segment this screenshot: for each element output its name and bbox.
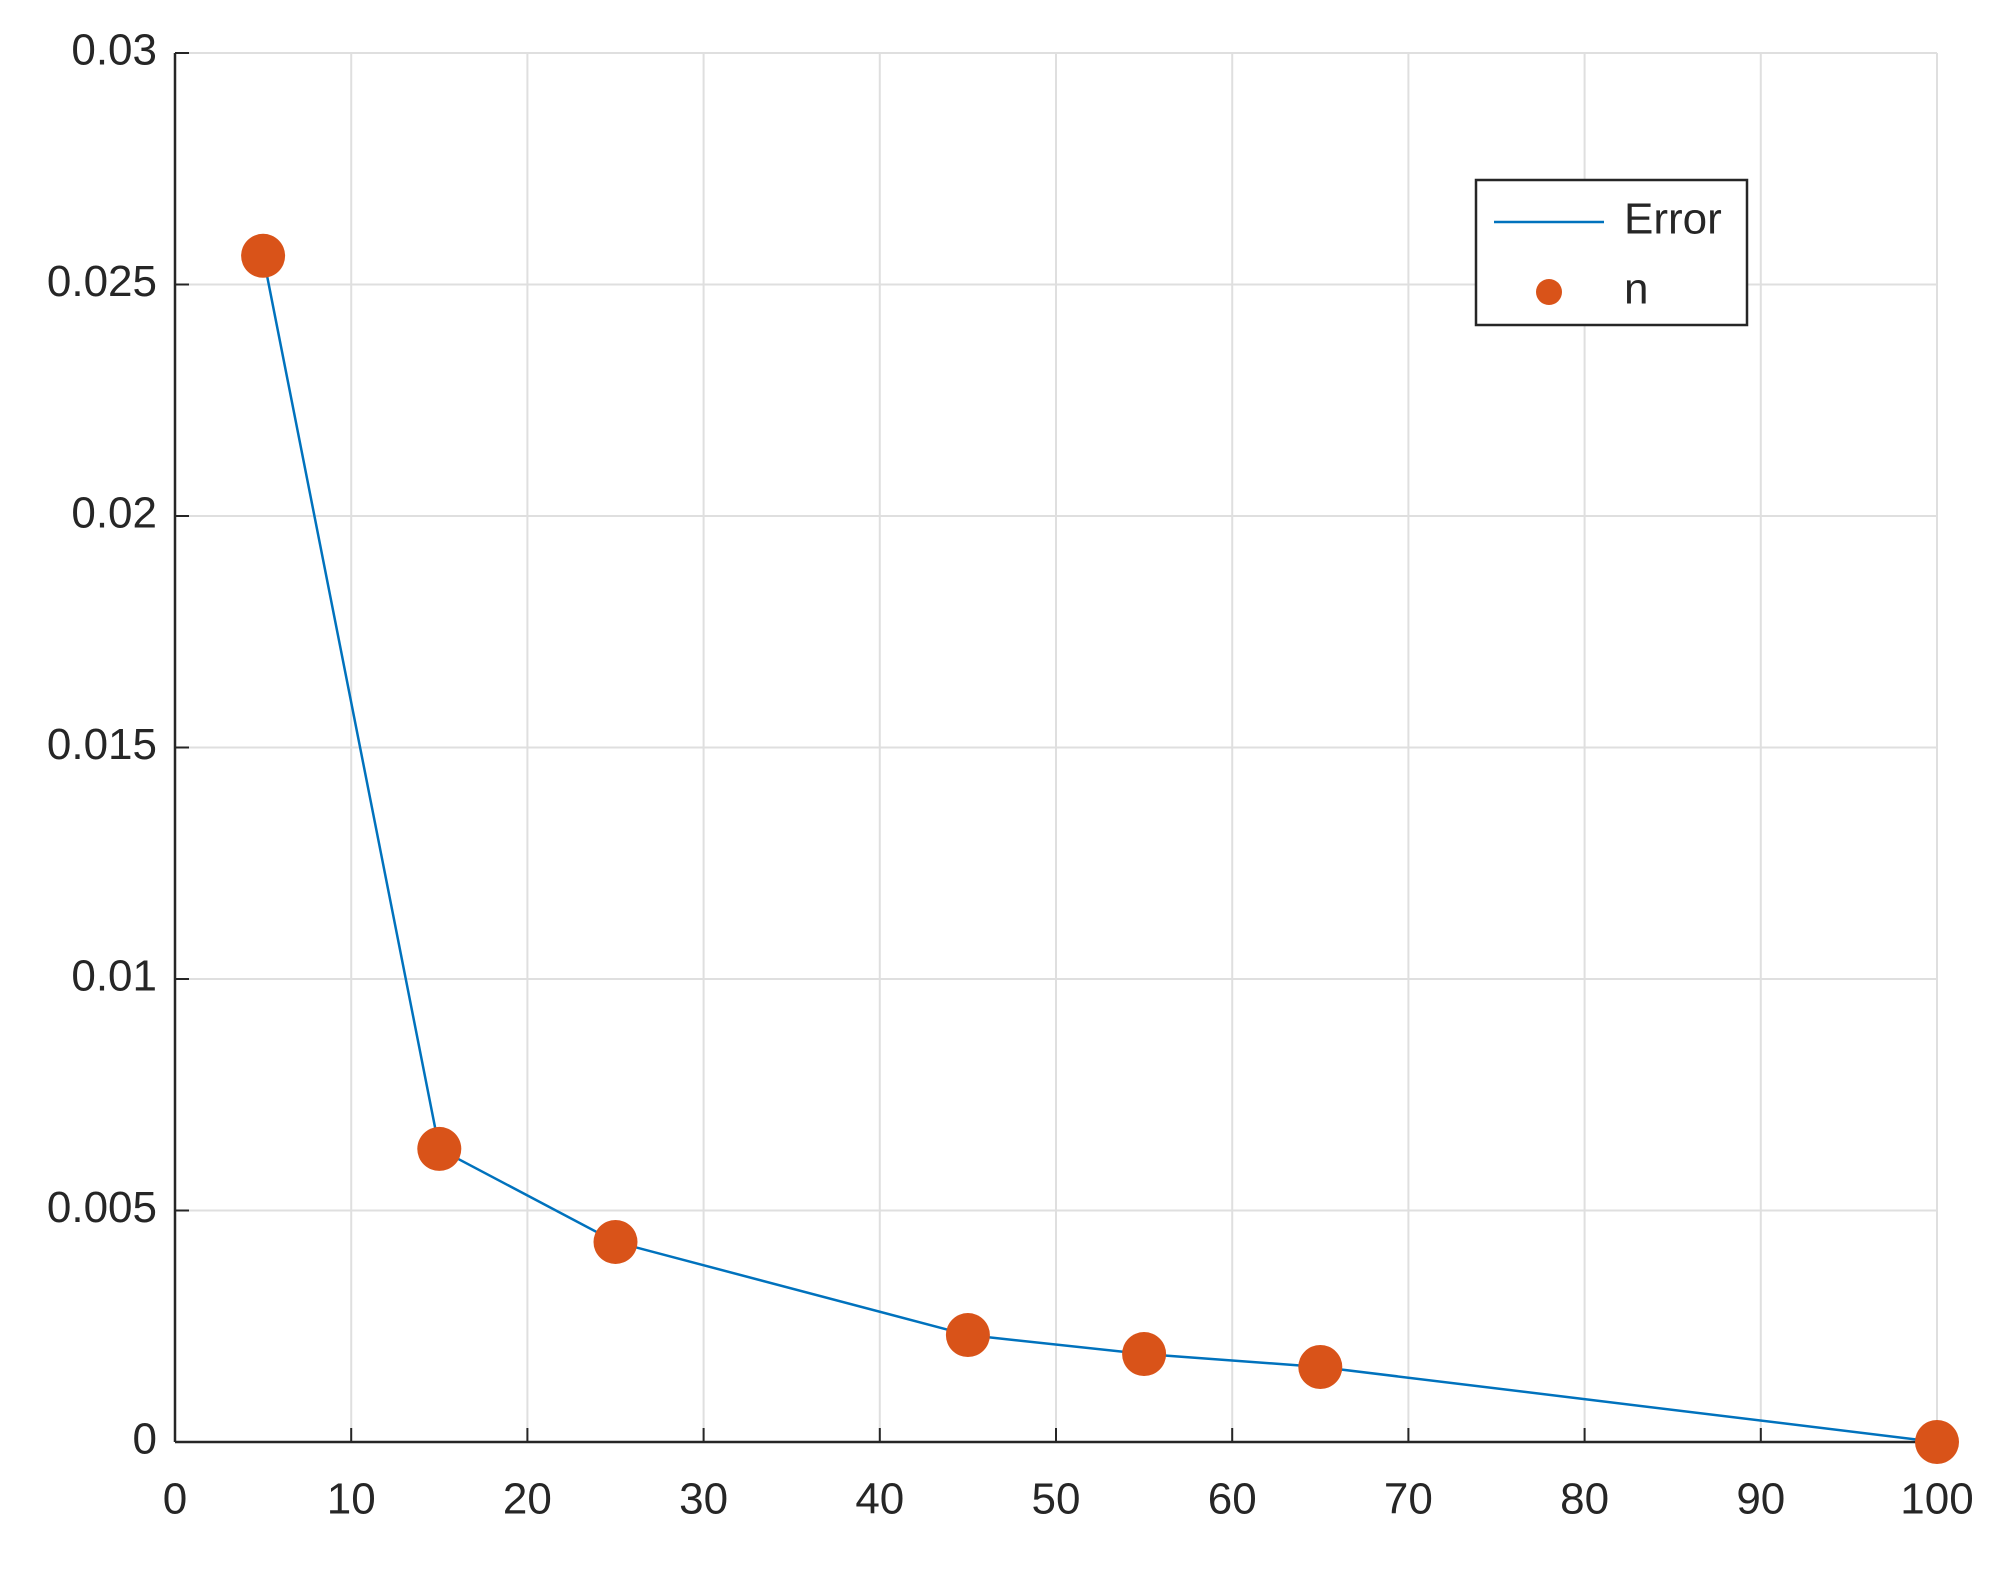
x-tick-label: 50: [1032, 1475, 1081, 1524]
x-tick-label: 60: [1208, 1475, 1257, 1524]
y-tick-label: 0: [133, 1415, 157, 1464]
x-tick-label: 0: [163, 1475, 187, 1524]
marker: [593, 1219, 638, 1264]
marker: [945, 1313, 990, 1358]
x-tick-label: 30: [679, 1475, 728, 1524]
y-tick-label: 0.025: [47, 257, 157, 306]
y-tick-label: 0.01: [71, 952, 157, 1001]
y-tick-label: 0.005: [47, 1183, 157, 1232]
marker: [1298, 1344, 1343, 1389]
y-tick-label: 0.03: [71, 26, 157, 75]
legend-box: [1474, 178, 1749, 327]
x-tick-label: 40: [855, 1475, 904, 1524]
x-tick-label: 100: [1900, 1475, 1973, 1524]
x-tick-label: 70: [1384, 1475, 1433, 1524]
x-tick-label: 10: [327, 1475, 376, 1524]
marker: [417, 1126, 462, 1171]
legend-label: Error: [1624, 195, 1722, 244]
legend-label: n: [1624, 265, 1648, 314]
marker: [1915, 1420, 1959, 1464]
x-tick-label: 80: [1560, 1475, 1609, 1524]
y-tick-label: 0.02: [71, 489, 157, 538]
x-tick-label: 90: [1736, 1475, 1785, 1524]
marker: [241, 233, 286, 278]
marker: [1122, 1332, 1167, 1377]
y-tick-label: 0.015: [47, 720, 157, 769]
x-tick-label: 20: [503, 1475, 552, 1524]
legend-swatch: [1536, 279, 1562, 305]
